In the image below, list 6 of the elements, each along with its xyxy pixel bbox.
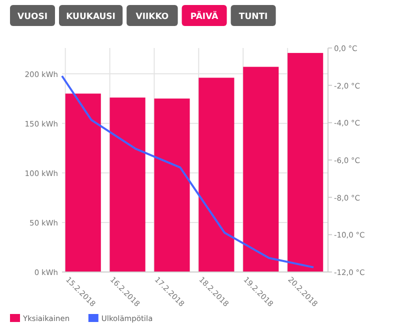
line-series: [61, 75, 314, 268]
text: KUUKAUSI: [66, 12, 116, 22]
text: VIIKKO: [136, 12, 169, 22]
text: PÄIVÄ: [190, 11, 219, 22]
text: VUOSI: [18, 12, 48, 22]
text: TUNTI: [238, 12, 268, 22]
